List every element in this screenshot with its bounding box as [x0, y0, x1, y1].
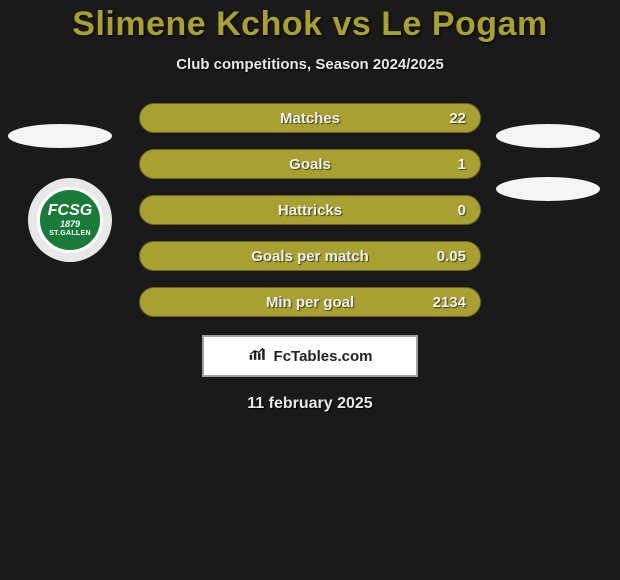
chart-icon	[248, 346, 268, 367]
stat-row: Goals per match 0.05	[139, 241, 481, 271]
club-badge-left: FCSG 1879 ST.GALLEN	[28, 178, 112, 262]
footer-brand-text: FcTables.com	[274, 348, 373, 365]
stat-row: Matches 22	[139, 103, 481, 133]
stat-right-value: 22	[449, 110, 466, 127]
stat-row: Hattricks 0	[139, 195, 481, 225]
subtitle: Club competitions, Season 2024/2025	[0, 56, 620, 73]
stat-label: Matches	[280, 110, 340, 127]
player-avatar-left	[8, 124, 112, 148]
club-city: ST.GALLEN	[49, 230, 91, 238]
club-year: 1879	[60, 220, 80, 230]
stat-right-value: 0.05	[437, 248, 466, 265]
stat-label: Min per goal	[266, 294, 354, 311]
date-text: 11 february 2025	[0, 395, 620, 413]
stat-row: Min per goal 2134	[139, 287, 481, 317]
player-avatar-right	[496, 124, 600, 148]
stat-right-value: 0	[458, 202, 466, 219]
stat-label: Hattricks	[278, 202, 342, 219]
stats-list: Matches 22 Goals 1 Hattricks 0 Goals per…	[139, 103, 481, 317]
club-badge-inner: FCSG 1879 ST.GALLEN	[37, 187, 103, 253]
club-abbrev: FCSG	[48, 202, 92, 220]
stat-right-value: 2134	[433, 294, 466, 311]
stat-label: Goals	[289, 156, 331, 173]
stat-label: Goals per match	[251, 248, 369, 265]
stat-row: Goals 1	[139, 149, 481, 179]
footer-brand-box[interactable]: FcTables.com	[202, 335, 418, 377]
page-title: Slimene Kchok vs Le Pogam	[0, 5, 620, 44]
club-avatar-right	[496, 177, 600, 201]
stat-right-value: 1	[458, 156, 466, 173]
